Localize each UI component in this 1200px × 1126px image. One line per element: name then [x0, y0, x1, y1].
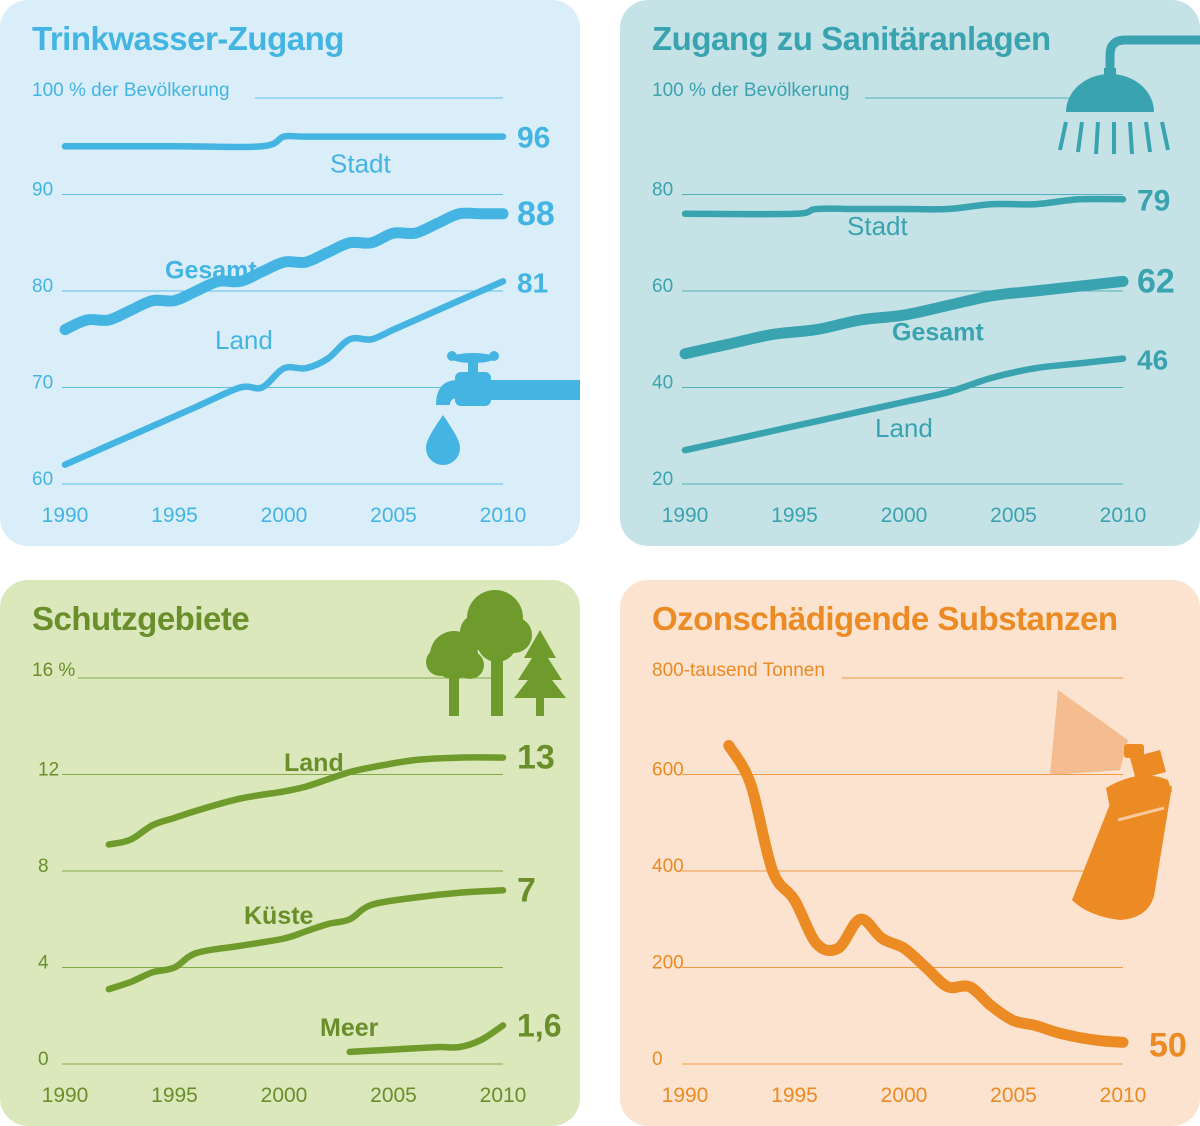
y-tick-label: 60	[652, 276, 673, 297]
series-line-0	[105, 754, 507, 848]
end-value-label: 79	[1137, 184, 1170, 217]
series-label: Stadt	[330, 148, 391, 178]
end-value-label: 13	[517, 739, 555, 777]
y-tick-label: 60	[32, 469, 53, 490]
x-tick-label: 2000	[261, 504, 308, 527]
x-tick-label: 2005	[990, 1084, 1037, 1107]
series-line-0	[681, 195, 1127, 218]
x-tick-label: 2010	[480, 1084, 527, 1107]
x-tick-label: 1995	[151, 504, 198, 527]
series-label: Meer	[320, 1014, 379, 1042]
x-tick-label: 2010	[480, 504, 527, 527]
x-tick-label: 2010	[1100, 504, 1147, 527]
chart-drinking-water: 60 70 80 90 1990 1995 2000 2005 2010 96 Stadt 88 Ges…	[32, 97, 580, 527]
y-tick-label: 400	[652, 856, 684, 877]
x-tick-label: 2005	[990, 504, 1037, 527]
series-line-0	[61, 132, 507, 151]
y-tick-label: 70	[32, 373, 53, 394]
x-tick-label: 2000	[881, 504, 928, 527]
chart-sanitation: 20 40 60 80 1990 1995 2000 2005 2010 79 Stadt 62 Ges…	[652, 35, 1200, 527]
series-label: Gesamt	[892, 318, 984, 346]
y-tick-label: 90	[32, 180, 53, 201]
end-value-label: 50	[1149, 1026, 1187, 1064]
spray-can-icon	[1050, 690, 1172, 920]
y-tick-label: 20	[652, 469, 673, 490]
y-tick-label: 200	[652, 953, 684, 974]
shower-icon	[1058, 35, 1200, 155]
y-tick-label: 12	[38, 760, 59, 781]
x-tick-label: 2005	[370, 504, 417, 527]
series-line-2	[681, 355, 1127, 454]
series-label: Stadt	[847, 211, 908, 241]
x-tick-label: 1990	[42, 504, 89, 527]
y-tick-label: 80	[32, 276, 53, 297]
series-line-1	[679, 275, 1129, 360]
unit-label: 100 % der Bevölkerung	[652, 80, 850, 101]
series-label: Gesamt	[165, 257, 257, 285]
x-tick-label: 1995	[771, 1084, 818, 1107]
x-tick-label: 1990	[42, 1084, 89, 1107]
series-line-2	[61, 278, 507, 468]
water-tap-icon	[426, 351, 580, 465]
trees-icon	[426, 590, 566, 716]
end-value-label: 88	[517, 195, 555, 233]
x-tick-label: 1990	[662, 504, 709, 527]
series-label: Küste	[244, 902, 314, 930]
y-tick-label: 0	[38, 1049, 49, 1070]
end-value-label: 7	[517, 871, 536, 909]
series-label: Land	[875, 413, 933, 443]
series-label: Land	[215, 325, 273, 355]
series-line-1	[59, 207, 509, 336]
y-tick-label: 4	[38, 953, 49, 974]
y-tick-label: 0	[652, 1049, 663, 1070]
x-tick-label: 1995	[151, 1084, 198, 1107]
end-value-label: 1,6	[517, 1007, 561, 1043]
y-tick-label: 80	[652, 180, 673, 201]
panel-protected-areas: 0 4 8 12 1990 1995 2000 2005 2010 13 Land 7 Küste 1,6…	[0, 580, 580, 1126]
panel-sanitation: 20 40 60 80 1990 1995 2000 2005 2010 79 Stadt 62 Ges…	[620, 0, 1200, 546]
end-value-label: 62	[1137, 262, 1175, 300]
panel-ozone-substances: 0 200 400 600 1990 1995 2000 2005 2010 50 Ozonsch…	[620, 580, 1200, 1126]
x-tick-label: 2005	[370, 1084, 417, 1107]
panel-drinking-water: 60 70 80 90 1990 1995 2000 2005 2010 96 Stadt 88 Ges…	[0, 0, 580, 546]
end-value-label: 81	[517, 267, 548, 298]
x-tick-label: 1990	[662, 1084, 709, 1107]
series-line-0	[723, 740, 1129, 1048]
end-value-label: 46	[1137, 345, 1168, 376]
x-tick-label: 2010	[1100, 1084, 1147, 1107]
unit-label: 16 %	[32, 660, 76, 681]
y-tick-label: 8	[38, 856, 49, 877]
x-tick-label: 1995	[771, 504, 818, 527]
y-tick-label: 40	[652, 373, 673, 394]
end-value-label: 96	[517, 122, 550, 155]
unit-label: 800-tausend Tonnen	[652, 660, 825, 681]
series-line-2	[346, 1022, 507, 1056]
series-label: Land	[284, 749, 344, 777]
unit-label: 100 % der Bevölkerung	[32, 80, 230, 101]
y-tick-label: 600	[652, 760, 684, 781]
chart-protected-areas: 0 4 8 12 1990 1995 2000 2005 2010 13 Land 7 Küste 1,6…	[38, 590, 566, 1107]
panel-title: Schutzgebiete	[32, 600, 250, 637]
series-line-1	[105, 887, 507, 993]
panel-title: Zugang zu Sanitäranlagen	[652, 20, 1051, 57]
x-tick-label: 2000	[881, 1084, 928, 1107]
panel-title: Ozonschädigende Substanzen	[652, 600, 1118, 637]
panel-title: Trinkwasser-Zugang	[32, 20, 344, 57]
x-tick-label: 2000	[261, 1084, 308, 1107]
